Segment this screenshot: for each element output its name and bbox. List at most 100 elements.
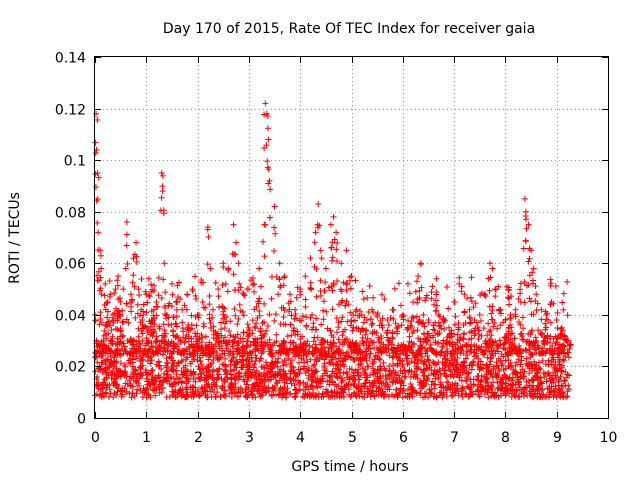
data-point (517, 349, 524, 356)
data-point (117, 298, 124, 305)
data-point (213, 367, 220, 374)
data-point (313, 315, 320, 322)
data-point (316, 350, 323, 357)
data-point (307, 314, 314, 321)
data-point (161, 260, 168, 267)
data-point (209, 314, 216, 321)
data-point (359, 365, 366, 372)
y-tick-label: 0.08 (55, 206, 86, 222)
data-point (137, 364, 144, 371)
data-point (523, 378, 530, 385)
data-point (474, 382, 481, 389)
data-point (537, 394, 544, 401)
data-point (310, 363, 317, 370)
data-point (114, 370, 121, 377)
data-point (104, 356, 111, 363)
y-tick-label: 0.14 (55, 51, 86, 67)
data-point (173, 371, 180, 378)
data-point (217, 354, 224, 361)
data-point (102, 389, 109, 396)
data-point (326, 377, 333, 384)
data-point (390, 367, 397, 374)
data-point (265, 166, 272, 173)
data-point (362, 327, 369, 334)
data-point (231, 306, 238, 313)
data-point (348, 317, 355, 324)
data-point (328, 356, 335, 363)
data-point (372, 353, 379, 360)
data-point (122, 380, 129, 387)
data-point (456, 374, 463, 381)
data-point (197, 350, 204, 357)
data-point (175, 346, 182, 353)
data-point (238, 364, 245, 371)
data-point (465, 369, 472, 376)
data-point (182, 386, 189, 393)
data-point (507, 360, 514, 367)
data-point (408, 358, 415, 365)
data-point (106, 293, 113, 300)
data-point (488, 310, 495, 317)
data-point (561, 350, 568, 357)
data-point (457, 350, 464, 357)
data-point (505, 294, 512, 301)
data-point (112, 286, 119, 293)
data-point (350, 324, 357, 331)
data-point (364, 335, 371, 342)
data-point (446, 366, 453, 373)
data-point (104, 323, 111, 330)
data-point (511, 335, 518, 342)
data-point (468, 381, 475, 388)
data-point (251, 361, 258, 368)
data-point (500, 345, 507, 352)
data-point (435, 375, 442, 382)
data-point (282, 347, 289, 354)
data-point (542, 320, 549, 327)
data-point (263, 327, 270, 334)
data-point (258, 350, 265, 357)
data-point (307, 356, 314, 363)
data-point (332, 355, 339, 362)
data-point (561, 378, 568, 385)
data-point (419, 353, 426, 360)
data-point (267, 214, 274, 221)
data-point (247, 349, 254, 356)
data-point (169, 366, 176, 373)
data-point (461, 308, 468, 315)
data-point (261, 300, 268, 307)
data-point (256, 307, 263, 314)
data-point (454, 339, 461, 346)
data-point (95, 379, 102, 386)
data-point (343, 287, 350, 294)
data-point (430, 381, 437, 388)
data-point (413, 313, 420, 320)
data-point (196, 392, 203, 399)
data-point (414, 356, 421, 363)
data-point (547, 301, 554, 308)
data-point (178, 368, 185, 375)
data-point (463, 391, 470, 398)
data-point (350, 382, 357, 389)
data-point (464, 352, 471, 359)
data-point (238, 373, 245, 380)
data-point (495, 373, 502, 380)
data-point (300, 386, 307, 393)
data-point (134, 386, 141, 393)
data-point (234, 321, 241, 328)
data-point (394, 330, 401, 337)
data-point (211, 381, 218, 388)
data-point (506, 322, 513, 329)
data-point (206, 301, 213, 308)
data-point (433, 361, 440, 368)
data-point (239, 388, 246, 395)
data-point (523, 225, 530, 232)
data-point (490, 365, 497, 372)
data-point (145, 275, 152, 282)
data-point (309, 311, 316, 318)
data-point (534, 376, 541, 383)
data-point (179, 319, 186, 326)
data-point (209, 374, 216, 381)
data-point (322, 279, 329, 286)
data-point (527, 298, 534, 305)
data-point (210, 327, 217, 334)
